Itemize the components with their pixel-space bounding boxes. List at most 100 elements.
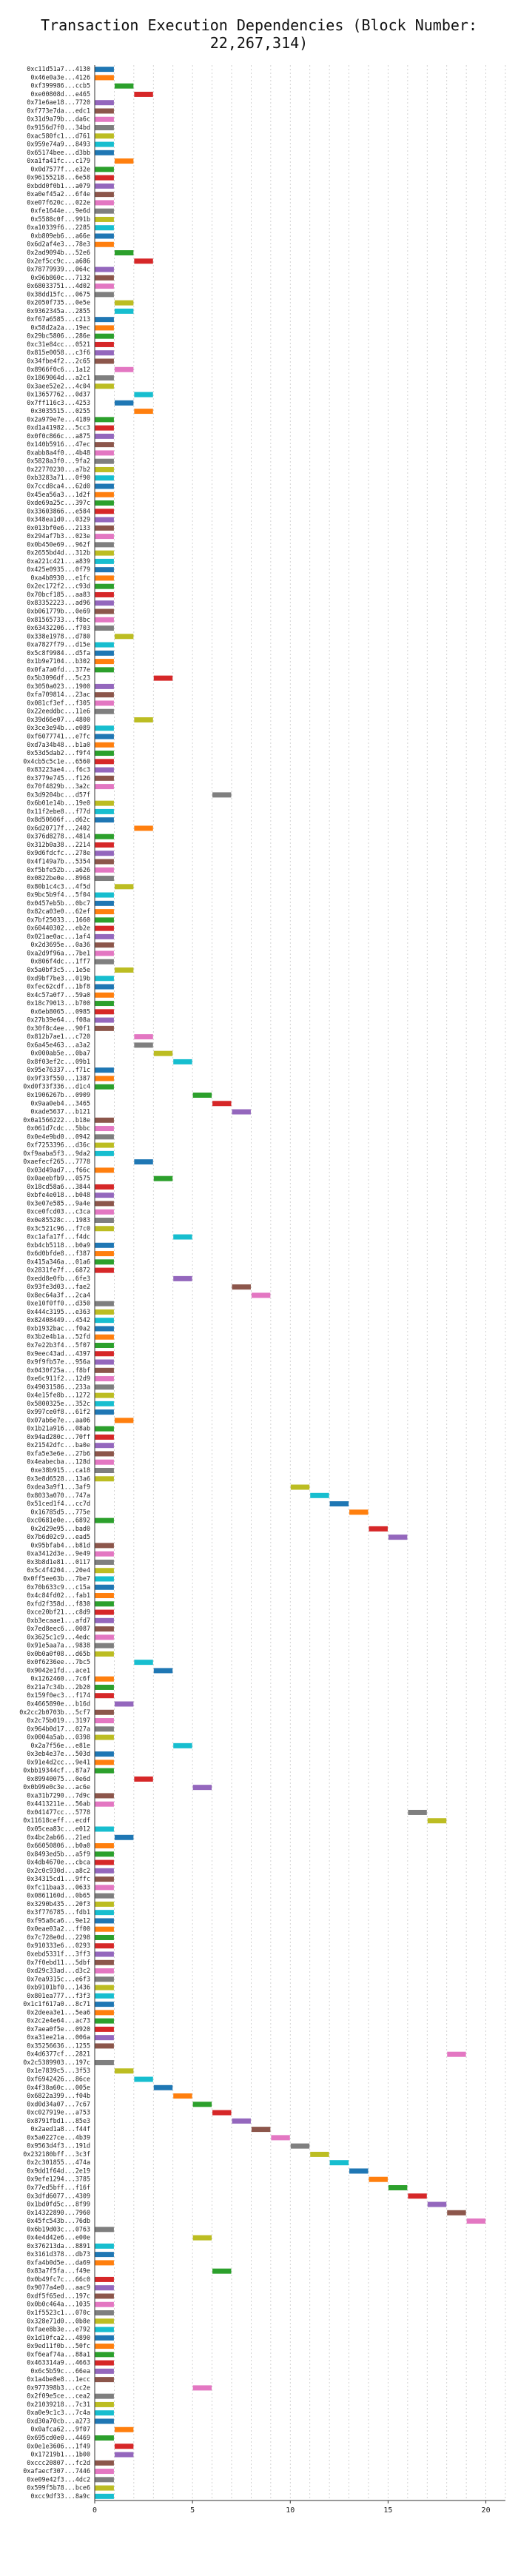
row-label: 0x0eae03a2...ff00 bbox=[27, 1925, 90, 1933]
transaction-bar bbox=[95, 1693, 114, 1699]
transaction-bar bbox=[95, 1426, 114, 1432]
row-label: 0x03d49ad7...f66c bbox=[27, 1166, 90, 1173]
row-label: 0x6d20717f...2402 bbox=[27, 824, 90, 831]
row-label: 0xb4cb5118...b0a9 bbox=[27, 1241, 90, 1249]
transaction-bar bbox=[95, 2469, 114, 2475]
transaction-bar bbox=[95, 617, 114, 623]
row-label: 0x5a0bf3c5...1e5e bbox=[27, 966, 90, 973]
row-label: 0xb3ecaae1...afd7 bbox=[27, 1617, 90, 1624]
row-label: 0x1f5523c1...070c bbox=[27, 2309, 90, 2316]
row-label: 0x959e74a9...8493 bbox=[27, 141, 90, 148]
row-label: 0x7c728e0d...2298 bbox=[27, 1933, 90, 1941]
transaction-bar bbox=[192, 1785, 212, 1791]
transaction-bar bbox=[114, 884, 134, 890]
transaction-bar bbox=[95, 2485, 114, 2491]
transaction-bar bbox=[95, 1343, 114, 1348]
row-label: 0x2d3695e...0a36 bbox=[30, 941, 90, 948]
transaction-bar bbox=[95, 734, 114, 739]
row-label: 0x1bd0fd5c...8f99 bbox=[27, 2201, 90, 2208]
row-label: 0x71e6ae18...7720 bbox=[27, 98, 90, 106]
row-label: 0x4c57a0f7...59a0 bbox=[27, 991, 90, 999]
row-label: 0x96155218...6e58 bbox=[27, 174, 90, 181]
row-label: 0x0ff5ee63b...7be7 bbox=[23, 1574, 90, 1582]
transaction-bar bbox=[95, 458, 114, 464]
transaction-bar bbox=[153, 1050, 173, 1056]
transaction-bar bbox=[95, 175, 114, 181]
row-label: 0xfc11baa3...0633 bbox=[27, 1883, 90, 1891]
row-label: 0x5c8f9984...d5fa bbox=[27, 649, 90, 657]
transaction-bar bbox=[232, 1109, 251, 1115]
row-label: 0x63432206...f703 bbox=[27, 624, 90, 631]
row-label: 0x53d5dab2...f9f4 bbox=[27, 749, 90, 757]
transaction-bar bbox=[95, 433, 114, 439]
transaction-bar bbox=[95, 208, 114, 214]
row-label: 0xf399986...ccb5 bbox=[30, 82, 90, 90]
row-label: 0x415a346a...01a6 bbox=[27, 1258, 90, 1265]
x-tick-label: 10 bbox=[286, 2506, 295, 2515]
row-label: 0xedd8e0fb...6fe3 bbox=[27, 1275, 90, 1282]
transaction-bar bbox=[95, 1968, 114, 1974]
transaction-bar bbox=[95, 275, 114, 281]
row-label: 0x3eb4e37e...503d bbox=[27, 1750, 90, 1757]
transaction-bar bbox=[192, 2102, 212, 2107]
transaction-bar bbox=[95, 1918, 114, 1924]
row-label: 0x8493ed5b...a5f9 bbox=[27, 1850, 90, 1857]
transaction-bar bbox=[95, 1601, 114, 1607]
transaction-bar bbox=[95, 2010, 114, 2016]
row-label: 0x0861160d...0b65 bbox=[27, 1892, 90, 1899]
transaction-bar bbox=[212, 792, 232, 798]
transaction-bar bbox=[95, 1451, 114, 1457]
transaction-bar bbox=[95, 1201, 114, 1207]
transaction-bar bbox=[114, 83, 134, 89]
transaction-bar bbox=[95, 2360, 114, 2366]
transaction-bar bbox=[95, 1309, 114, 1315]
transaction-bar bbox=[271, 2135, 290, 2141]
transaction-bar bbox=[95, 2352, 114, 2358]
transaction-bar bbox=[369, 1526, 388, 1532]
row-label: 0x9042e1fd...ace1 bbox=[27, 1666, 90, 1674]
grid-lines bbox=[94, 65, 506, 2500]
transaction-bar bbox=[329, 1501, 349, 1507]
row-label: 0xa0ef45a2...6f4e bbox=[27, 190, 90, 198]
transaction-bar bbox=[95, 133, 114, 139]
row-label: 0x7b6d02c9...ead5 bbox=[27, 1533, 90, 1540]
transaction-bar bbox=[95, 1076, 114, 1081]
transaction-bar bbox=[95, 1218, 114, 1223]
transaction-bar bbox=[95, 1259, 114, 1265]
row-label: 0xce20bf21...c8d9 bbox=[27, 1609, 90, 1616]
transaction-bar bbox=[95, 833, 114, 839]
row-label: 0x0f6236ee...7bc5 bbox=[27, 1658, 90, 1666]
transaction-bar bbox=[95, 2310, 114, 2315]
transaction-bar bbox=[95, 567, 114, 573]
transaction-bar bbox=[114, 634, 134, 640]
transaction-bar bbox=[95, 466, 114, 472]
transaction-bar bbox=[95, 1760, 114, 1765]
transaction-bar bbox=[95, 266, 114, 272]
transaction-bar bbox=[95, 1951, 114, 1957]
transaction-bar bbox=[95, 1025, 114, 1031]
row-label: 0x2d29e95...bad0 bbox=[30, 1525, 90, 1532]
transaction-bar bbox=[232, 1284, 251, 1290]
transaction-bar bbox=[95, 183, 114, 189]
transaction-bar bbox=[95, 708, 114, 714]
transaction-bar bbox=[95, 116, 114, 122]
transaction-bar bbox=[95, 2260, 114, 2266]
transaction-bar bbox=[95, 341, 114, 347]
row-label: 0xd29c33ad...d3c2 bbox=[27, 1967, 90, 1974]
row-label: 0xb9101bf0...1436 bbox=[27, 1984, 90, 1991]
row-label: 0x83a7f5fa...f49e bbox=[27, 2267, 90, 2275]
row-label: 0x376d8278...4814 bbox=[27, 833, 90, 840]
row-label: 0xbb19344cf...87a7 bbox=[23, 1767, 90, 1774]
transaction-bar bbox=[173, 2093, 192, 2099]
row-label: 0x4bc2ab66...21ed bbox=[27, 1834, 90, 1841]
row-label: 0x1869064d...a2c1 bbox=[27, 374, 90, 381]
row-label: 0x1b9e7104...b302 bbox=[27, 657, 90, 665]
transaction-bar bbox=[447, 2051, 466, 2057]
transaction-bar bbox=[95, 575, 114, 581]
transaction-bar bbox=[95, 483, 114, 489]
row-label: 0xf7253396...d36c bbox=[27, 1141, 90, 1149]
transaction-bar bbox=[212, 2268, 232, 2274]
row-label: 0x45ea56a3...1d2f bbox=[27, 491, 90, 498]
row-label: 0xfa4b0d5e...da69 bbox=[27, 2258, 90, 2266]
row-label: 0xde69a25c...397c bbox=[27, 499, 90, 506]
